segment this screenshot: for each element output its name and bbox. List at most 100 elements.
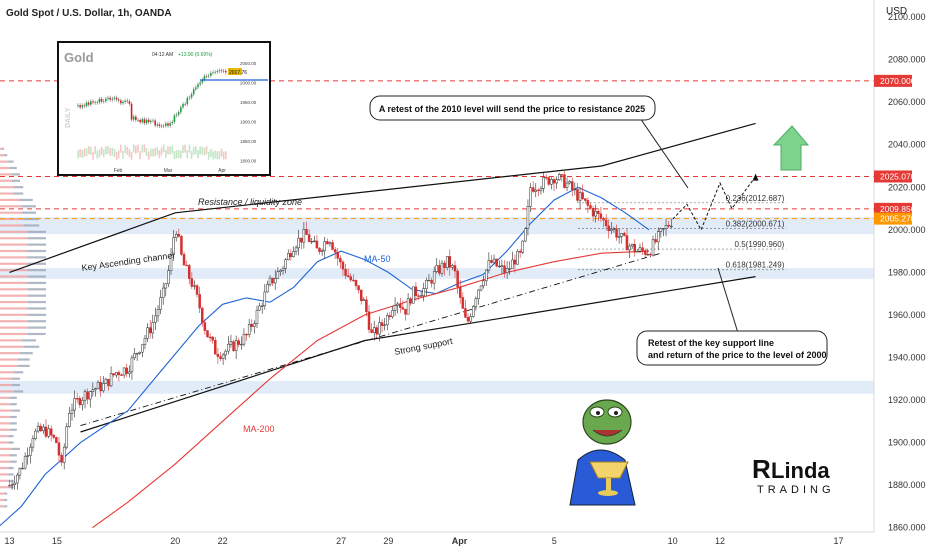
candle-body: [320, 250, 324, 252]
volume-bar-sell: [0, 256, 28, 259]
candle-body: [654, 239, 657, 243]
inset-candle-body: [167, 123, 169, 126]
inset-volume-bar: [79, 148, 81, 157]
candle-body: [474, 298, 478, 307]
time-tick-label: 29: [383, 536, 393, 546]
inset-volume-bar: [205, 146, 208, 155]
volume-bar-buy: [10, 422, 17, 425]
inset-candle-body: [225, 70, 227, 73]
inset-candle-body: [115, 97, 118, 100]
candle-body: [498, 265, 501, 268]
candle-body: [305, 229, 308, 235]
volume-bar-sell: [0, 396, 11, 399]
inset-volume-bar: [98, 149, 101, 158]
volume-bar-sell: [0, 364, 18, 368]
volume-bar-buy: [4, 154, 8, 157]
price-tag-3: [874, 212, 912, 225]
candle-body: [560, 174, 564, 176]
candle-body: [96, 382, 100, 389]
volume-bar-sell: [0, 447, 12, 451]
candle-body: [323, 241, 326, 252]
candle-body: [117, 372, 121, 376]
price-tick-label: 2040.000: [888, 140, 926, 150]
candle-body: [610, 228, 613, 231]
candle-body: [52, 434, 56, 438]
inset-candle-body: [96, 102, 99, 103]
price-tag-0: [874, 74, 912, 87]
inset-candle-body: [139, 120, 141, 123]
inset-volume-bar: [145, 148, 148, 157]
time-tick-label: Apr: [452, 536, 468, 546]
volume-bar-sell: [0, 466, 9, 470]
inset-volume-bar: [197, 150, 199, 159]
candle-body: [602, 218, 605, 221]
volume-bar-buy: [27, 307, 46, 310]
candle-body: [18, 467, 22, 476]
candle-body: [576, 188, 579, 201]
inset-candle-body: [87, 102, 90, 105]
candle-body: [570, 181, 574, 190]
candle-body: [169, 254, 173, 271]
inset-volume-bar: [160, 147, 163, 156]
candle-body: [104, 378, 108, 384]
candle-body: [370, 329, 373, 333]
volume-bar-buy: [27, 249, 46, 253]
time-axis[interactable]: 13 15 20 22 27 29 Apr 5 10 12 17: [0, 531, 932, 550]
volume-bar-buy: [21, 205, 36, 208]
inset-candle-body: [124, 100, 126, 102]
price-axis[interactable]: USD 1860.000 1880.000 1900.000 1920.000 1940…: [873, 0, 932, 533]
candle-body: [599, 213, 603, 219]
volume-bar-sell: [0, 307, 28, 310]
volume-bar-buy: [8, 466, 14, 470]
inset-candle-body: [197, 84, 199, 88]
inset-volume-bar: [192, 146, 195, 155]
inset-y-label: 2000.00: [240, 81, 257, 86]
candle-body: [643, 250, 647, 255]
volume-bar-buy: [8, 160, 14, 163]
candle-body: [133, 353, 136, 359]
candle-body: [466, 317, 470, 322]
ma200-label: MA-200: [243, 424, 275, 434]
callout-retest-support-line1: Retest of the key support line: [648, 338, 774, 348]
candle-body: [23, 456, 27, 469]
ascending-channel: [9, 122, 756, 433]
candle-body: [375, 327, 379, 335]
candle-body: [487, 260, 491, 271]
candle-body: [612, 228, 616, 230]
candle-body: [70, 409, 74, 414]
volume-bar-sell: [0, 505, 5, 508]
inset-candle-body: [102, 101, 105, 102]
volume-bar-buy: [10, 403, 17, 406]
inset-candle-body: [173, 115, 176, 122]
price-tick-label: 2100.000: [888, 12, 926, 22]
time-tick-label: 12: [715, 536, 725, 546]
candle-body: [453, 265, 457, 272]
inset-candle-body: [195, 87, 197, 90]
inset-volume-bar: [214, 150, 216, 159]
volume-bar-sell: [0, 486, 9, 489]
candle-body: [247, 323, 251, 335]
inset-candle-body: [143, 119, 146, 124]
inset-volume-bar: [139, 151, 141, 160]
volume-bar-buy: [27, 313, 46, 316]
candle-body: [378, 322, 381, 335]
candle-body: [409, 298, 412, 304]
zone-0: [0, 217, 874, 235]
target-arrow-icon: [772, 125, 810, 171]
candle-body: [193, 285, 196, 287]
inset-volume-bar: [152, 148, 154, 157]
callout-retest-support: Retest of the key support line and retur…: [636, 267, 828, 366]
inset-candle-body: [150, 120, 152, 123]
candle-body: [352, 279, 355, 282]
inset-candle-body: [77, 105, 79, 106]
candle-body: [240, 343, 243, 346]
volume-bar-sell: [0, 313, 28, 316]
inset-change: +13.90 (0.69%): [178, 52, 213, 58]
inset-candle-body: [107, 97, 109, 99]
inset-candle-body: [199, 82, 201, 85]
candle-body: [287, 253, 290, 261]
candle-body: [62, 446, 66, 463]
fib-label-3: 0.618(1981.249): [726, 261, 785, 270]
inset-volume-bar: [143, 144, 146, 153]
fib-label-1: 0.382(2000.671): [726, 219, 785, 228]
